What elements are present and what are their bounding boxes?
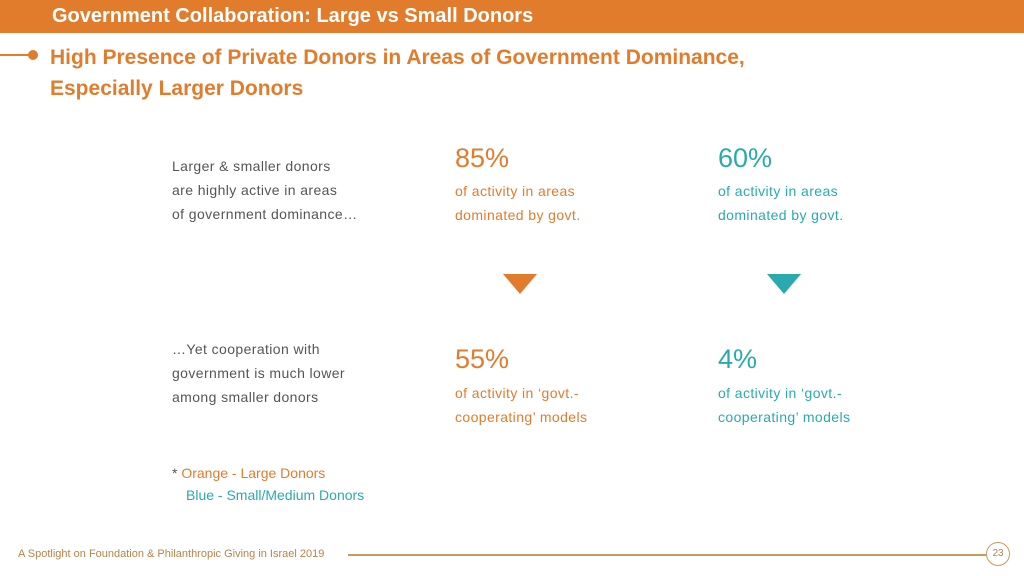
- label-line: government is much lower: [172, 365, 345, 381]
- down-arrow-blue-icon: [767, 274, 801, 294]
- label-line: are highly active in areas: [172, 182, 338, 198]
- legend-star: *: [172, 465, 178, 481]
- label-line: of government dominance…: [172, 206, 358, 222]
- row1-large-desc: of activity in areas dominated by govt.: [455, 179, 581, 227]
- bullet-line: [0, 54, 30, 56]
- label-line: …Yet cooperation with: [172, 341, 320, 357]
- footer-text: A Spotlight on Foundation & Philanthropi…: [18, 548, 325, 560]
- row1-large-value: 85%: [455, 143, 510, 173]
- row2-large-desc: of activity in ‘govt.- cooperating’ model…: [455, 381, 587, 429]
- desc-line: cooperating’ models: [718, 409, 851, 425]
- legend-note: * Orange - Large Donors Blue - Small/Med…: [172, 462, 364, 506]
- row1-label: Larger & smaller donors are highly active…: [172, 154, 357, 226]
- row1-small-value: 60%: [718, 143, 773, 173]
- label-line: Larger & smaller donors: [172, 158, 331, 174]
- header-bar: Government Collaboration: Large vs Small…: [0, 0, 1024, 33]
- footer-line: [348, 554, 986, 556]
- row2-small-value: 4%: [718, 344, 758, 374]
- row2-small-desc: of activity in ‘govt.- cooperating’ model…: [718, 381, 850, 429]
- page-number: 23: [986, 542, 1010, 566]
- desc-line: cooperating’ models: [455, 409, 588, 425]
- down-arrow-orange-icon: [503, 274, 537, 294]
- row1-small-desc: of activity in areas dominated by govt.: [718, 179, 844, 227]
- bullet-dot-icon: [28, 50, 38, 60]
- desc-line: of activity in areas: [718, 183, 839, 199]
- subtitle: High Presence of Private Donors in Areas…: [50, 46, 745, 100]
- legend-large: Orange - Large Donors: [181, 465, 326, 481]
- desc-line: of activity in ‘govt.-: [455, 385, 579, 401]
- desc-line: dominated by govt.: [718, 207, 844, 223]
- desc-line: of activity in areas: [455, 183, 576, 199]
- row2-large-value: 55%: [455, 344, 510, 374]
- label-line: among smaller donors: [172, 389, 319, 405]
- desc-line: dominated by govt.: [455, 207, 581, 223]
- legend-small: Blue - Small/Medium Donors: [186, 487, 365, 503]
- header-title: Government Collaboration: Large vs Small…: [52, 5, 534, 27]
- desc-line: of activity in ‘govt.-: [718, 385, 842, 401]
- row2-label: …Yet cooperation with government is much …: [172, 337, 345, 409]
